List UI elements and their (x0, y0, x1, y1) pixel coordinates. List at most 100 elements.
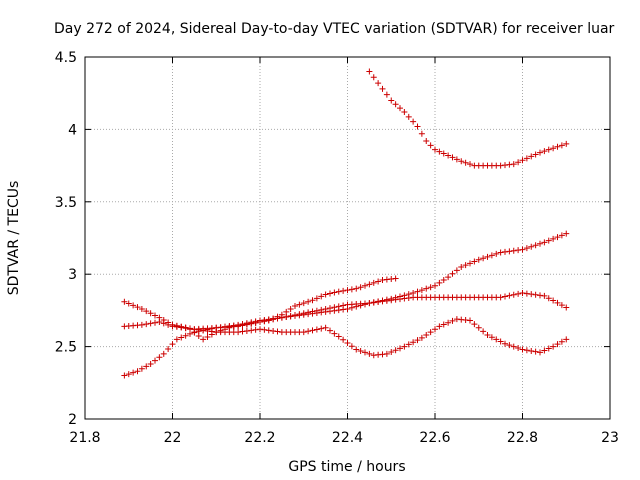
data-point (300, 310, 307, 317)
data-point (353, 285, 360, 292)
data-point (340, 287, 347, 294)
data-point (427, 142, 434, 149)
data-point (178, 324, 185, 331)
data-point (405, 113, 412, 120)
data-point (331, 304, 338, 311)
data-point (392, 296, 399, 303)
data-point (554, 299, 561, 306)
data-point (292, 303, 298, 310)
data-point (305, 309, 312, 316)
data-point (195, 326, 202, 333)
data-point (493, 336, 500, 343)
data-point (313, 326, 320, 333)
data-point (515, 247, 522, 254)
data-point (270, 327, 277, 334)
data-point (488, 334, 495, 341)
data-point (248, 327, 255, 334)
data-point (287, 312, 294, 319)
data-point (497, 294, 504, 301)
data-point (558, 142, 565, 149)
data-point (537, 349, 543, 356)
data-point (537, 292, 543, 299)
data-point (370, 279, 377, 286)
data-point (418, 334, 425, 341)
data-point (432, 146, 438, 153)
data-point (532, 291, 539, 298)
data-point (392, 101, 399, 108)
data-point (370, 299, 377, 306)
data-point (467, 317, 473, 324)
data-point (558, 232, 565, 239)
y-tick-label: 2 (68, 412, 77, 428)
data-point (445, 319, 452, 326)
data-point (440, 276, 447, 283)
data-point (545, 237, 552, 244)
data-point (510, 343, 517, 350)
data-point (545, 345, 552, 352)
data-point (453, 156, 460, 163)
data-point (554, 143, 561, 150)
data-point (248, 320, 255, 327)
data-point (493, 250, 500, 257)
data-point (554, 234, 561, 241)
data-point (458, 263, 465, 270)
data-point (405, 341, 412, 348)
data-point (357, 284, 364, 291)
data-point (362, 349, 368, 356)
data-point (134, 304, 141, 311)
plot-frame (84, 56, 611, 420)
data-point (375, 80, 382, 87)
data-point (147, 320, 154, 327)
data-point (357, 347, 364, 354)
data-point (528, 153, 535, 160)
data-point (541, 239, 548, 246)
data-point (449, 270, 456, 277)
data-point (169, 321, 176, 328)
data-point (388, 297, 395, 304)
data-point (532, 348, 539, 355)
data-point (397, 345, 403, 352)
data-point (340, 302, 347, 309)
series-track-d (121, 298, 570, 359)
data-point (274, 313, 281, 320)
x-tick-label: 22.2 (244, 430, 275, 446)
data-point (362, 282, 368, 289)
data-point (292, 312, 298, 319)
data-point (191, 329, 198, 336)
data-point (152, 312, 158, 319)
data-point (541, 148, 548, 155)
data-point (383, 297, 390, 304)
data-point (134, 368, 141, 375)
data-point (467, 161, 473, 168)
data-point (165, 319, 172, 326)
data-point (143, 308, 150, 315)
data-point (392, 275, 399, 282)
data-point (410, 118, 417, 125)
data-point (563, 230, 570, 237)
data-point (414, 288, 421, 295)
data-point (423, 137, 430, 144)
data-point (305, 298, 312, 305)
data-point (523, 347, 530, 354)
data-point (453, 267, 460, 274)
data-point (257, 318, 263, 325)
data-point (195, 332, 202, 339)
data-point (510, 291, 517, 298)
data-point (462, 159, 469, 166)
data-point (532, 242, 539, 249)
data-point (519, 246, 526, 253)
data-point (138, 321, 145, 328)
data-point (239, 321, 246, 328)
data-point (270, 315, 277, 322)
data-point (506, 292, 513, 299)
data-point (545, 146, 552, 153)
data-point (178, 334, 185, 341)
data-point (283, 308, 290, 315)
data-point (327, 290, 333, 297)
data-point (436, 148, 443, 155)
data-point (432, 282, 438, 289)
data-point (147, 360, 154, 367)
data-point (510, 161, 517, 168)
data-point (418, 130, 425, 137)
data-point (300, 329, 307, 336)
